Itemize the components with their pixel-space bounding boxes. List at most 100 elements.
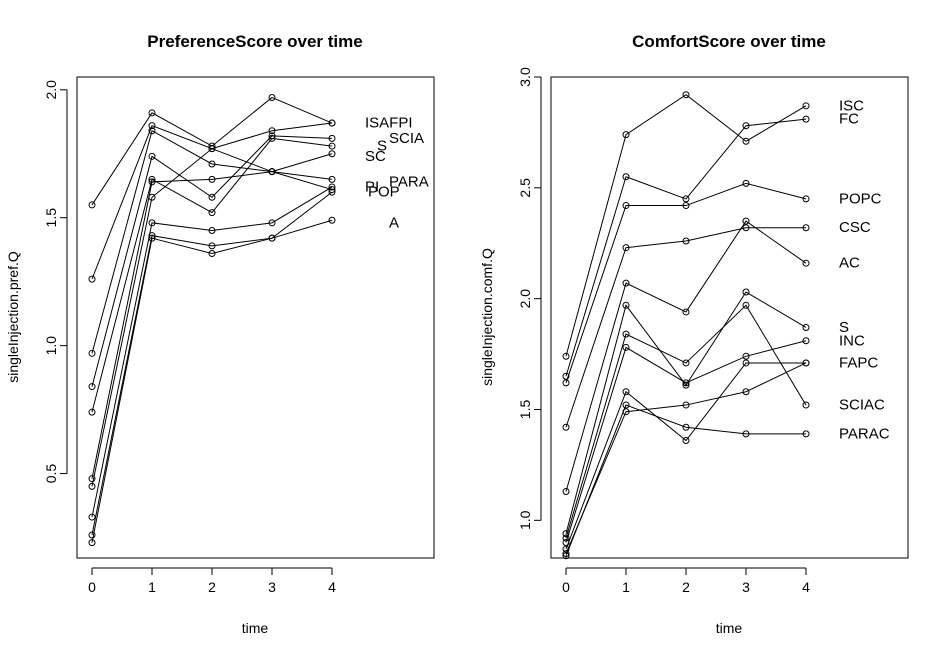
pref-panel: PreferenceScore over time time singleInj… — [5, 32, 435, 636]
comf-data-point — [802, 115, 810, 123]
pref-data-point — [328, 142, 336, 150]
pref-data-point — [148, 122, 156, 130]
comf-series-line-4 — [565, 227, 806, 428]
comf-series-line-8 — [565, 340, 807, 543]
comf-data-point — [622, 408, 630, 416]
comf-data-point — [682, 91, 690, 99]
comf-data-point — [562, 550, 570, 558]
pref-data-point — [88, 275, 96, 283]
pref-data-point — [268, 234, 276, 242]
pref-series-label: SC — [365, 148, 386, 165]
comf-series-line-1 — [565, 94, 807, 357]
comf-series-label: S — [839, 319, 849, 336]
comf-data-point — [562, 488, 570, 496]
pref-data-point — [88, 531, 96, 539]
comf-data-point — [622, 244, 630, 252]
pref-data-point — [268, 127, 276, 135]
comf-series-line-2 — [565, 118, 807, 377]
comf-x-tick-label: 4 — [802, 579, 810, 595]
comf-data-point — [742, 430, 750, 438]
pref-x-axis-label: time — [242, 620, 269, 636]
pref-data-point — [88, 482, 96, 490]
pref-data-point — [328, 188, 336, 196]
comf-data-point — [802, 337, 810, 345]
comf-y-tick-label: 2.5 — [517, 178, 533, 198]
comf-x-axis-label: time — [716, 620, 743, 636]
comf-series-label: FC — [839, 111, 859, 128]
pref-data-point — [208, 160, 216, 168]
comf-data-point — [802, 323, 810, 331]
comf-series-line-11 — [565, 362, 807, 554]
pref-data-point — [268, 134, 276, 142]
comf-x-tick-label: 2 — [682, 579, 690, 595]
comf-data-point — [562, 372, 570, 380]
comf-x-tick-label: 3 — [742, 579, 750, 595]
comf-data-point — [682, 437, 690, 445]
pref-y-tick-label: 1.5 — [43, 208, 59, 228]
comf-data-point — [742, 137, 750, 145]
pref-data-point — [268, 168, 276, 176]
comf-data-point — [742, 122, 750, 130]
comf-y-tick-label: 2.0 — [517, 289, 533, 309]
comf-data-point — [622, 330, 630, 338]
pref-series-line-3 — [91, 129, 333, 354]
comf-data-point — [682, 202, 690, 210]
comf-series-label: PARAC — [839, 425, 890, 442]
pref-data-point — [88, 349, 96, 357]
pref-data-point — [88, 539, 96, 547]
comf-data-point — [742, 352, 750, 360]
pref-data-point — [208, 209, 216, 217]
comf-data-point — [682, 423, 690, 431]
comf-y-tick-label: 1.0 — [517, 510, 533, 530]
comf-series-label: SCIAC — [839, 397, 885, 414]
pref-data-point — [208, 250, 216, 258]
pref-data-point — [208, 242, 216, 250]
comf-data-point — [562, 352, 570, 360]
comf-series-line-7 — [565, 304, 807, 539]
comf-series-line-6 — [565, 291, 807, 534]
comf-series-label: FAPC — [839, 354, 878, 371]
comf-data-point — [742, 301, 750, 309]
pref-data-point — [148, 178, 156, 186]
pref-title: PreferenceScore over time — [147, 32, 362, 51]
pref-series-line-4 — [91, 135, 333, 387]
pref-data-point — [328, 134, 336, 142]
comf-x-tick-label: 0 — [562, 579, 570, 595]
comf-series-line-5 — [565, 220, 807, 492]
comf-data-point — [742, 288, 750, 296]
pref-x-tick-label: 4 — [328, 579, 336, 595]
pref-series-line-8 — [91, 186, 333, 518]
comf-series-label: ISC — [839, 97, 864, 114]
pref-data-point — [88, 513, 96, 521]
pref-data-point — [88, 408, 96, 416]
comf-data-point — [622, 401, 630, 409]
comf-data-point — [802, 259, 810, 267]
comf-series-line-3 — [565, 182, 807, 384]
comf-y-axis-label: singleInjection.comf.Q — [479, 248, 495, 386]
comf-x-tick-label: 1 — [622, 579, 630, 595]
pref-data-point — [208, 145, 216, 153]
comf-series-line-9 — [565, 362, 806, 550]
comf-data-point — [802, 359, 810, 367]
pref-data-point — [148, 152, 156, 160]
pref-data-point — [208, 227, 216, 235]
comf-data-point — [802, 102, 810, 110]
comf-data-point — [802, 401, 810, 409]
comf-data-point — [622, 388, 630, 396]
comf-data-point — [682, 381, 690, 389]
pref-x-tick-label: 3 — [268, 579, 276, 595]
comf-data-point — [742, 388, 750, 396]
pref-x-tick-label: 2 — [208, 579, 216, 595]
pref-series-line-7 — [91, 148, 333, 487]
pref-data-point — [88, 475, 96, 483]
pref-series-label: POP — [368, 184, 400, 201]
pref-data-point — [328, 150, 336, 158]
pref-data-point — [148, 109, 156, 117]
comf-data-point — [742, 224, 750, 232]
comf-series-label: POPC — [839, 190, 882, 207]
pref-data-point — [328, 216, 336, 224]
pref-data-point — [328, 175, 336, 183]
comf-data-point — [682, 359, 690, 367]
comf-data-point — [622, 202, 630, 210]
comf-data-point — [682, 401, 690, 409]
